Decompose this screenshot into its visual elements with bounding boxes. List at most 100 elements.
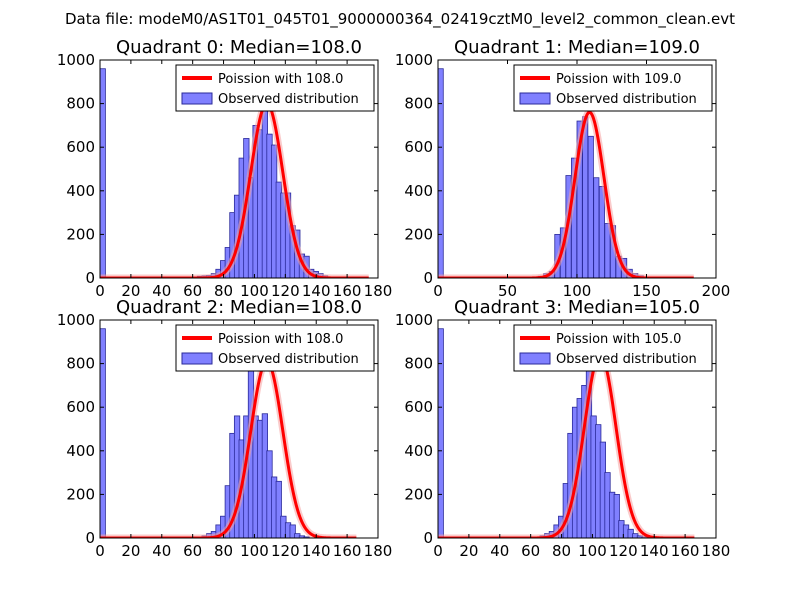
x-tick-label: 20 xyxy=(459,542,478,560)
histogram-bar xyxy=(100,328,106,538)
y-tick-label: 0 xyxy=(85,529,95,547)
x-tick-label: 80 xyxy=(552,542,571,560)
histogram-bar xyxy=(598,186,605,278)
y-tick-label: 200 xyxy=(404,485,433,503)
legend-histogram-swatch xyxy=(181,352,213,365)
x-tick-label: 120 xyxy=(609,542,638,560)
x-tick-label: 0 xyxy=(433,282,443,300)
x-tick-label: 60 xyxy=(183,542,202,560)
x-tick-label: 160 xyxy=(333,542,362,560)
y-tick-label: 1000 xyxy=(395,311,433,329)
x-tick-label: 0 xyxy=(95,542,105,560)
x-tick-label: 140 xyxy=(302,282,331,300)
poisson-curve xyxy=(438,353,696,538)
x-tick-label: 140 xyxy=(302,542,331,560)
y-tick-label: 200 xyxy=(66,485,95,503)
x-tick-label: 60 xyxy=(183,282,202,300)
y-tick-label: 600 xyxy=(404,398,433,416)
y-tick-label: 600 xyxy=(66,138,95,156)
x-tick-label: 20 xyxy=(121,282,140,300)
subplot-title: Quadrant 0: Median=108.0 xyxy=(116,37,362,58)
subplot-quadrant-3: Quadrant 3: Median=105.00 20 40 60 80 100 120 1… xyxy=(395,297,731,560)
histogram-bar xyxy=(438,68,444,278)
histogram-bar xyxy=(593,177,600,278)
y-tick-label: 400 xyxy=(66,442,95,460)
axes-frame xyxy=(437,319,717,539)
x-tick-label: 180 xyxy=(364,282,393,300)
legend-histogram-label: Observed distribution xyxy=(218,352,359,367)
subplot-quadrant-0: Quadrant 0: Median=108.00 20 40 60 80 100 120 1… xyxy=(57,37,393,300)
figure-suptitle: Data file: modeM0/AS1T01_045T01_90000003… xyxy=(65,10,735,29)
y-tick-label: 800 xyxy=(66,355,95,373)
x-tick-label: 200 xyxy=(702,282,731,300)
histogram-bar xyxy=(275,480,282,538)
legend-histogram-swatch xyxy=(519,92,551,105)
y-tick-label: 1000 xyxy=(395,51,433,69)
x-tick-label: 180 xyxy=(702,542,731,560)
x-tick-label: 80 xyxy=(214,542,233,560)
poisson-curve xyxy=(100,102,370,278)
y-tick-label: 200 xyxy=(66,225,95,243)
x-tick-label: 0 xyxy=(433,542,443,560)
x-tick-label: 40 xyxy=(152,542,171,560)
y-tick-label: 400 xyxy=(404,182,433,200)
poisson-curve-halo xyxy=(438,351,698,538)
x-tick-label: 60 xyxy=(521,542,540,560)
x-tick-label: 120 xyxy=(271,542,300,560)
legend: Poission with 109.0 Observed distribution xyxy=(513,64,713,112)
y-tick-label: 1000 xyxy=(57,51,95,69)
subplot-quadrant-2: Quadrant 2: Median=108.00 20 40 60 80 100 120 1… xyxy=(57,297,393,560)
axes-frame xyxy=(99,59,379,279)
subplot-title: Quadrant 3: Median=105.0 xyxy=(454,297,700,318)
y-tick-label: 400 xyxy=(404,442,433,460)
x-tick-label: 100 xyxy=(240,282,269,300)
y-tick-label: 1000 xyxy=(57,311,95,329)
x-tick-label: 160 xyxy=(333,282,362,300)
y-tick-label: 0 xyxy=(423,529,433,547)
y-tick-label: 800 xyxy=(404,355,433,373)
y-tick-label: 600 xyxy=(404,138,433,156)
legend-histogram-swatch xyxy=(181,92,213,105)
x-tick-label: 80 xyxy=(214,282,233,300)
y-tick-label: 600 xyxy=(66,398,95,416)
x-tick-label: 150 xyxy=(632,282,661,300)
y-tick-label: 800 xyxy=(66,95,95,113)
poisson-curve xyxy=(100,359,358,538)
axes-frame xyxy=(99,319,379,539)
y-tick-label: 0 xyxy=(423,269,433,287)
x-tick-label: 20 xyxy=(121,542,140,560)
x-tick-label: 100 xyxy=(563,282,592,300)
legend-curve-label: Poission with 105.0 xyxy=(556,332,681,347)
subplot-title: Quadrant 2: Median=108.0 xyxy=(116,297,362,318)
x-tick-label: 160 xyxy=(671,542,700,560)
x-tick-label: 50 xyxy=(498,282,517,300)
histogram-bar xyxy=(438,328,444,538)
y-tick-label: 800 xyxy=(404,95,433,113)
y-tick-label: 200 xyxy=(404,225,433,243)
histogram-bar xyxy=(100,68,106,278)
legend-curve-label: Poission with 109.0 xyxy=(556,72,681,87)
plot-area xyxy=(438,328,698,538)
histogram-bar xyxy=(587,135,594,278)
x-tick-label: 140 xyxy=(640,542,669,560)
y-tick-label: 400 xyxy=(66,182,95,200)
legend-histogram-swatch xyxy=(519,352,551,365)
x-tick-label: 40 xyxy=(152,282,171,300)
legend-histogram-label: Observed distribution xyxy=(556,92,697,107)
legend: Poission with 108.0 Observed distribution xyxy=(175,64,375,112)
legend-histogram-label: Observed distribution xyxy=(556,352,697,367)
legend-histogram-label: Observed distribution xyxy=(218,92,359,107)
x-tick-label: 180 xyxy=(364,542,393,560)
plot-area xyxy=(100,328,360,538)
x-tick-label: 100 xyxy=(240,542,269,560)
subplot-title: Quadrant 1: Median=109.0 xyxy=(454,37,700,58)
x-tick-label: 0 xyxy=(95,282,105,300)
y-tick-label: 0 xyxy=(85,269,95,287)
legend-curve-label: Poission with 108.0 xyxy=(218,332,343,347)
subplot-grid: Quadrant 0: Median=108.00 20 40 60 80 100 120 1… xyxy=(57,37,731,560)
x-tick-label: 120 xyxy=(271,282,300,300)
legend: Poission with 105.0 Observed distribution xyxy=(513,324,713,372)
legend: Poission with 108.0 Observed distribution xyxy=(175,324,375,372)
x-tick-label: 40 xyxy=(490,542,509,560)
